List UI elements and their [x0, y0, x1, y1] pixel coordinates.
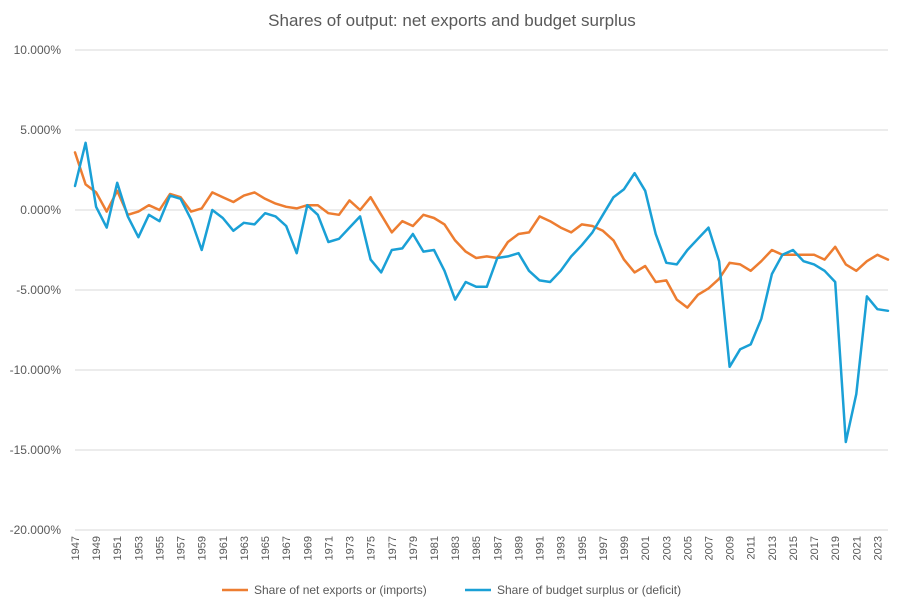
x-tick-label: 2005 — [682, 536, 694, 560]
x-tick-label: 1949 — [91, 536, 103, 560]
x-tick-label: 1963 — [239, 536, 251, 560]
x-tick-label: 1995 — [577, 536, 589, 560]
x-tick-label: 2007 — [704, 536, 716, 560]
y-tick-label: -20.000% — [10, 523, 62, 537]
series-line-net-exports — [73, 151, 890, 309]
x-tick-label: 1965 — [260, 536, 272, 560]
x-tick-label: 1973 — [345, 536, 357, 560]
x-tick-label: 1993 — [556, 536, 568, 560]
gridlines — [75, 49, 888, 531]
y-tick-label: -10.000% — [10, 363, 62, 377]
x-tick-label: 1971 — [323, 536, 335, 560]
x-tick-label: 1985 — [471, 536, 483, 560]
x-tick-label: 2011 — [746, 536, 758, 560]
y-tick-label: 10.000% — [14, 43, 62, 57]
x-tick-label: 2001 — [640, 536, 652, 560]
y-tick-label: -15.000% — [10, 443, 62, 457]
x-tick-label: 1989 — [513, 536, 525, 560]
series-lines — [73, 141, 890, 444]
x-tick-label: 1977 — [387, 536, 399, 560]
x-tick-label: 2013 — [767, 536, 779, 560]
x-tick-label: 1953 — [133, 536, 145, 560]
x-tick-label: 1959 — [197, 536, 209, 560]
x-tick-label: 1981 — [429, 536, 441, 560]
x-tick-label: 2023 — [872, 536, 884, 560]
x-tick-label: 2021 — [851, 536, 863, 560]
x-tick-label: 2003 — [661, 536, 673, 560]
x-tick-label: 1969 — [302, 536, 314, 560]
legend-label: Share of budget surplus or (deficit) — [497, 583, 681, 597]
series-line-budget-surplus — [73, 141, 890, 444]
x-tick-label: 2015 — [788, 536, 800, 560]
x-tick-label: 1991 — [535, 536, 547, 560]
x-tick-label: 1967 — [281, 536, 293, 560]
x-tick-label: 1999 — [619, 536, 631, 560]
legend-label: Share of net exports or (imports) — [254, 583, 427, 597]
legend: Share of net exports or (imports) Share o… — [222, 583, 681, 597]
chart-title: Shares of output: net exports and budget… — [268, 11, 636, 30]
x-tick-label: 1947 — [70, 536, 82, 560]
x-tick-label: 1997 — [598, 536, 610, 560]
x-tick-label: 1987 — [492, 536, 504, 560]
x-tick-label: 1979 — [408, 536, 420, 560]
x-tick-label: 2019 — [830, 536, 842, 560]
y-tick-label: 5.000% — [20, 123, 61, 137]
y-tick-label: 0.000% — [20, 203, 61, 217]
x-axis-tick-labels: 1947 1949 1951 1953 1955 1957 1959 1961 1963 1965… — [70, 536, 884, 560]
y-axis-tick-labels: 10.000% 5.000% 0.000% -5.000% -10.000% -15.00… — [10, 43, 62, 537]
x-tick-label: 2009 — [725, 536, 737, 560]
x-tick-label: 1975 — [366, 536, 378, 560]
x-tick-label: 1955 — [154, 536, 166, 560]
x-tick-label: 1957 — [176, 536, 188, 560]
x-tick-label: 1951 — [112, 536, 124, 560]
x-tick-label: 1961 — [218, 536, 230, 560]
x-tick-label: 1983 — [450, 536, 462, 560]
x-tick-label: 2017 — [809, 536, 821, 560]
y-tick-label: -5.000% — [16, 283, 61, 297]
